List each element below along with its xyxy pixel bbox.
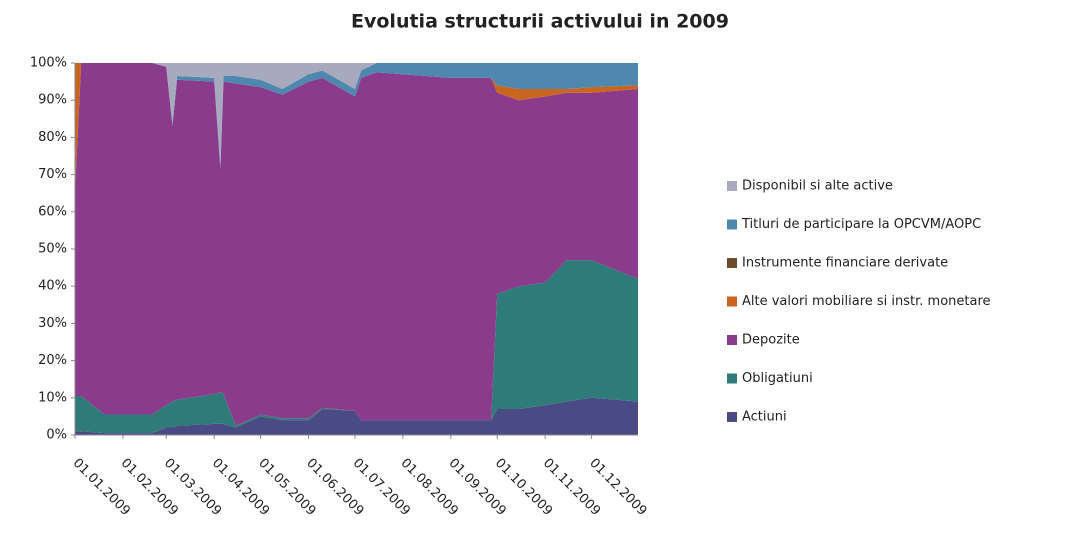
legend-label: Alte valori mobiliare si instr. monetare <box>742 294 991 309</box>
legend-swatch <box>727 258 737 268</box>
y-tick-label: 60% <box>38 204 67 219</box>
y-tick-label: 70% <box>38 167 67 182</box>
legend-swatch <box>727 335 737 345</box>
y-tick-label: 80% <box>38 130 67 145</box>
y-tick-label: 0% <box>46 428 67 443</box>
legend-label: Actiuni <box>742 410 787 425</box>
y-tick-label: 40% <box>38 279 67 294</box>
legend-swatch <box>727 219 737 230</box>
y-tick-label: 20% <box>38 353 67 368</box>
legend-swatch <box>727 181 737 191</box>
legend-swatch <box>727 373 737 384</box>
legend-swatch <box>727 412 737 422</box>
legend-label: Depozite <box>742 333 800 348</box>
area <box>75 63 638 170</box>
legend-label: Disponibil si alte active <box>742 179 893 194</box>
legend-label: Instrumente financiare derivate <box>742 256 948 271</box>
area <box>75 260 638 434</box>
y-tick-label: 100% <box>30 56 67 71</box>
chart-title: Evolutia structurii activului in 2009 <box>351 11 729 33</box>
y-tick-label: 50% <box>38 242 67 257</box>
y-tick-label: 30% <box>38 316 67 331</box>
area <box>75 63 638 426</box>
y-tick-label: 90% <box>38 93 67 108</box>
legend-swatch <box>727 296 737 307</box>
legend-label: Obligatiuni <box>742 371 813 386</box>
area <box>75 397 638 435</box>
y-tick-label: 10% <box>38 390 67 405</box>
legend-label: Titluri de participare la OPCVM/AOPC <box>741 217 981 232</box>
area <box>75 63 638 166</box>
